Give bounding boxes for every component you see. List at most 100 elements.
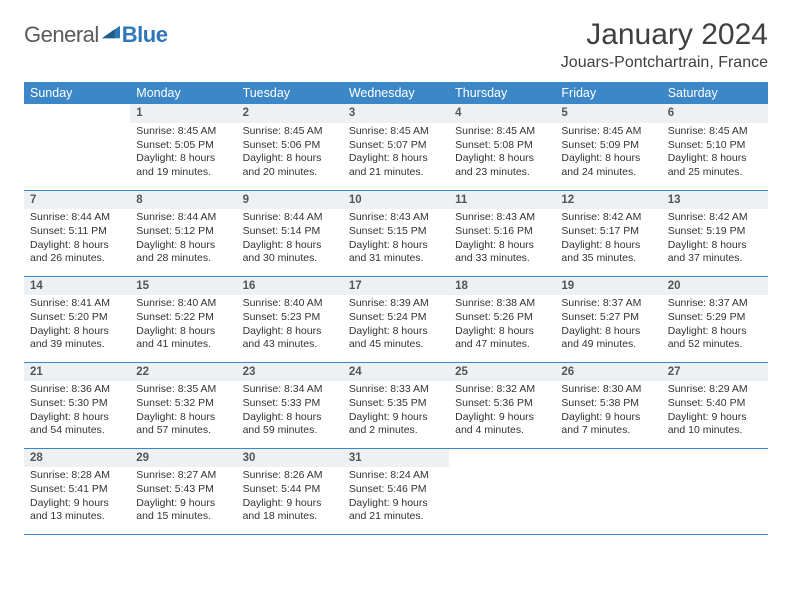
sunset-line: Sunset: 5:11 PM xyxy=(30,225,124,239)
daylight-line-2: and 43 minutes. xyxy=(243,338,337,352)
calendar-cell: 18Sunrise: 8:38 AMSunset: 5:26 PMDayligh… xyxy=(449,276,555,362)
daylight-line-2: and 19 minutes. xyxy=(136,166,230,180)
sunrise-line: Sunrise: 8:26 AM xyxy=(243,469,337,483)
calendar-cell: 22Sunrise: 8:35 AMSunset: 5:32 PMDayligh… xyxy=(130,362,236,448)
daylight-line-2: and 13 minutes. xyxy=(30,510,124,524)
calendar-week-row: 21Sunrise: 8:36 AMSunset: 5:30 PMDayligh… xyxy=(24,362,768,448)
day-number: 15 xyxy=(130,277,236,296)
day-number: 3 xyxy=(343,104,449,123)
daylight-line-2: and 47 minutes. xyxy=(455,338,549,352)
day-number: 27 xyxy=(662,363,768,382)
daylight-line-1: Daylight: 8 hours xyxy=(561,239,655,253)
sunset-line: Sunset: 5:36 PM xyxy=(455,397,549,411)
day-number: 24 xyxy=(343,363,449,382)
sunset-line: Sunset: 5:22 PM xyxy=(136,311,230,325)
sunrise-line: Sunrise: 8:40 AM xyxy=(243,297,337,311)
day-details: Sunrise: 8:40 AMSunset: 5:23 PMDaylight:… xyxy=(237,295,343,356)
daylight-line-2: and 39 minutes. xyxy=(30,338,124,352)
sunrise-line: Sunrise: 8:45 AM xyxy=(243,125,337,139)
weekday-row: SundayMondayTuesdayWednesdayThursdayFrid… xyxy=(24,82,768,104)
sunset-line: Sunset: 5:20 PM xyxy=(30,311,124,325)
day-details: Sunrise: 8:44 AMSunset: 5:11 PMDaylight:… xyxy=(24,209,130,270)
calendar-week-row: 14Sunrise: 8:41 AMSunset: 5:20 PMDayligh… xyxy=(24,276,768,362)
day-number: 30 xyxy=(237,449,343,468)
sunrise-line: Sunrise: 8:37 AM xyxy=(668,297,762,311)
day-details: Sunrise: 8:42 AMSunset: 5:19 PMDaylight:… xyxy=(662,209,768,270)
calendar-cell: 26Sunrise: 8:30 AMSunset: 5:38 PMDayligh… xyxy=(555,362,661,448)
daylight-line-2: and 26 minutes. xyxy=(30,252,124,266)
sunset-line: Sunset: 5:07 PM xyxy=(349,139,443,153)
day-details: Sunrise: 8:45 AMSunset: 5:09 PMDaylight:… xyxy=(555,123,661,184)
day-number: 31 xyxy=(343,449,449,468)
sunset-line: Sunset: 5:24 PM xyxy=(349,311,443,325)
daylight-line-1: Daylight: 8 hours xyxy=(136,411,230,425)
day-details: Sunrise: 8:38 AMSunset: 5:26 PMDaylight:… xyxy=(449,295,555,356)
calendar-cell: 24Sunrise: 8:33 AMSunset: 5:35 PMDayligh… xyxy=(343,362,449,448)
sunrise-line: Sunrise: 8:40 AM xyxy=(136,297,230,311)
sunrise-line: Sunrise: 8:35 AM xyxy=(136,383,230,397)
day-details: Sunrise: 8:36 AMSunset: 5:30 PMDaylight:… xyxy=(24,381,130,442)
daylight-line-2: and 10 minutes. xyxy=(668,424,762,438)
weekday-header: Saturday xyxy=(662,82,768,104)
day-details: Sunrise: 8:45 AMSunset: 5:10 PMDaylight:… xyxy=(662,123,768,184)
daylight-line-2: and 45 minutes. xyxy=(349,338,443,352)
sunset-line: Sunset: 5:08 PM xyxy=(455,139,549,153)
calendar-cell: 14Sunrise: 8:41 AMSunset: 5:20 PMDayligh… xyxy=(24,276,130,362)
day-details: Sunrise: 8:44 AMSunset: 5:12 PMDaylight:… xyxy=(130,209,236,270)
location-label: Jouars-Pontchartrain, France xyxy=(561,54,768,72)
sunset-line: Sunset: 5:38 PM xyxy=(561,397,655,411)
sunrise-line: Sunrise: 8:28 AM xyxy=(30,469,124,483)
daylight-line-2: and 23 minutes. xyxy=(455,166,549,180)
calendar-cell: 3Sunrise: 8:45 AMSunset: 5:07 PMDaylight… xyxy=(343,104,449,190)
daylight-line-1: Daylight: 8 hours xyxy=(668,325,762,339)
daylight-line-1: Daylight: 8 hours xyxy=(455,325,549,339)
day-number: 7 xyxy=(24,191,130,210)
sunrise-line: Sunrise: 8:44 AM xyxy=(30,211,124,225)
weekday-header: Thursday xyxy=(449,82,555,104)
day-details: Sunrise: 8:27 AMSunset: 5:43 PMDaylight:… xyxy=(130,467,236,528)
sunset-line: Sunset: 5:41 PM xyxy=(30,483,124,497)
calendar-cell: 5Sunrise: 8:45 AMSunset: 5:09 PMDaylight… xyxy=(555,104,661,190)
sunset-line: Sunset: 5:46 PM xyxy=(349,483,443,497)
sunset-line: Sunset: 5:05 PM xyxy=(136,139,230,153)
sunset-line: Sunset: 5:27 PM xyxy=(561,311,655,325)
calendar-cell: 11Sunrise: 8:43 AMSunset: 5:16 PMDayligh… xyxy=(449,190,555,276)
sunset-line: Sunset: 5:32 PM xyxy=(136,397,230,411)
daylight-line-2: and 30 minutes. xyxy=(243,252,337,266)
calendar-cell: 27Sunrise: 8:29 AMSunset: 5:40 PMDayligh… xyxy=(662,362,768,448)
daylight-line-1: Daylight: 9 hours xyxy=(30,497,124,511)
daylight-line-1: Daylight: 8 hours xyxy=(349,239,443,253)
day-number: 4 xyxy=(449,104,555,123)
calendar-cell: 29Sunrise: 8:27 AMSunset: 5:43 PMDayligh… xyxy=(130,448,236,534)
calendar-cell: 8Sunrise: 8:44 AMSunset: 5:12 PMDaylight… xyxy=(130,190,236,276)
sunrise-line: Sunrise: 8:33 AM xyxy=(349,383,443,397)
sunset-line: Sunset: 5:17 PM xyxy=(561,225,655,239)
day-number: 17 xyxy=(343,277,449,296)
day-number: 28 xyxy=(24,449,130,468)
day-number: 16 xyxy=(237,277,343,296)
sunrise-line: Sunrise: 8:34 AM xyxy=(243,383,337,397)
daylight-line-2: and 7 minutes. xyxy=(561,424,655,438)
calendar-cell: 1Sunrise: 8:45 AMSunset: 5:05 PMDaylight… xyxy=(130,104,236,190)
sunset-line: Sunset: 5:15 PM xyxy=(349,225,443,239)
daylight-line-1: Daylight: 9 hours xyxy=(243,497,337,511)
day-number: 9 xyxy=(237,191,343,210)
month-title: January 2024 xyxy=(561,18,768,52)
daylight-line-1: Daylight: 8 hours xyxy=(243,152,337,166)
sunset-line: Sunset: 5:12 PM xyxy=(136,225,230,239)
calendar-head: SundayMondayTuesdayWednesdayThursdayFrid… xyxy=(24,82,768,104)
sunset-line: Sunset: 5:40 PM xyxy=(668,397,762,411)
day-number: 19 xyxy=(555,277,661,296)
sunset-line: Sunset: 5:44 PM xyxy=(243,483,337,497)
day-details: Sunrise: 8:45 AMSunset: 5:05 PMDaylight:… xyxy=(130,123,236,184)
calendar-cell: 13Sunrise: 8:42 AMSunset: 5:19 PMDayligh… xyxy=(662,190,768,276)
calendar-cell: 21Sunrise: 8:36 AMSunset: 5:30 PMDayligh… xyxy=(24,362,130,448)
daylight-line-1: Daylight: 9 hours xyxy=(668,411,762,425)
calendar-cell: 16Sunrise: 8:40 AMSunset: 5:23 PMDayligh… xyxy=(237,276,343,362)
sunrise-line: Sunrise: 8:44 AM xyxy=(243,211,337,225)
day-details: Sunrise: 8:32 AMSunset: 5:36 PMDaylight:… xyxy=(449,381,555,442)
sunrise-line: Sunrise: 8:42 AM xyxy=(668,211,762,225)
sunrise-line: Sunrise: 8:41 AM xyxy=(30,297,124,311)
calendar-week-row: 28Sunrise: 8:28 AMSunset: 5:41 PMDayligh… xyxy=(24,448,768,534)
daylight-line-2: and 41 minutes. xyxy=(136,338,230,352)
